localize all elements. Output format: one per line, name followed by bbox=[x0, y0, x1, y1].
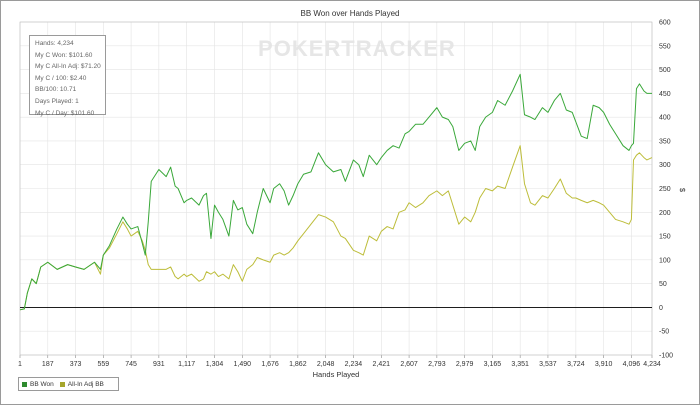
y-tick-label: 550 bbox=[659, 43, 671, 50]
stats-box: Hands: 4,234 My C Won: $101.60 My C All-… bbox=[29, 35, 106, 117]
y-tick-label: 0 bbox=[659, 305, 663, 312]
x-tick-label: 1 bbox=[18, 361, 22, 368]
y-tick-label: 400 bbox=[659, 115, 671, 122]
x-tick-label: 1,676 bbox=[261, 361, 279, 368]
x-tick-label: 4,096 bbox=[623, 361, 641, 368]
legend-item-allin-adj[interactable]: All-In Adj BB bbox=[59, 380, 104, 388]
y-axis-title: $ bbox=[678, 188, 687, 193]
y-tick-label: 600 bbox=[659, 20, 671, 27]
x-tick-label: 1,304 bbox=[206, 361, 224, 368]
stat-bb-100: BB/100: 10.71 bbox=[35, 86, 77, 94]
x-tick-label: 187 bbox=[42, 361, 54, 368]
x-tick-label: 1,862 bbox=[289, 361, 307, 368]
x-tick-label: 3,351 bbox=[511, 361, 529, 368]
x-tick-label: 373 bbox=[70, 361, 82, 368]
watermark-part: P bbox=[258, 36, 274, 61]
y-tick-label: 50 bbox=[659, 281, 667, 288]
y-tick-label: 150 bbox=[659, 234, 671, 241]
legend-swatch bbox=[22, 381, 27, 387]
x-tick-label: 3,724 bbox=[567, 361, 585, 368]
y-tick-label: 350 bbox=[659, 138, 671, 145]
x-tick-label: 3,165 bbox=[484, 361, 502, 368]
x-tick-label: 3,537 bbox=[539, 361, 557, 368]
y-tick-label: 300 bbox=[659, 162, 671, 169]
pokertracker-watermark-logo: POKERTRACKER bbox=[258, 36, 456, 62]
x-tick-label: 3,910 bbox=[595, 361, 613, 368]
stat-won: My C Won: $101.60 bbox=[35, 51, 93, 59]
x-tick-label: 2,048 bbox=[317, 361, 335, 368]
x-tick-label: 2,979 bbox=[456, 361, 474, 368]
stat-per-100: My C / 100: $2.40 bbox=[35, 74, 87, 82]
legend-label: BB Won bbox=[30, 380, 54, 388]
series-line-allin-adj-bb bbox=[19, 145, 653, 311]
watermark-part: O bbox=[273, 36, 292, 61]
stat-per-day: My C / Day: $101.60 bbox=[35, 109, 95, 117]
y-tick-label: 100 bbox=[659, 257, 671, 264]
x-tick-label: 2,793 bbox=[428, 361, 446, 368]
x-tick-label: 931 bbox=[153, 361, 165, 368]
stat-hands: Hands: 4,234 bbox=[35, 40, 74, 47]
legend-item-bb-won[interactable]: BB Won bbox=[22, 381, 54, 388]
y-tick-label: 450 bbox=[659, 91, 671, 98]
y-tick-label: 200 bbox=[659, 210, 671, 217]
chart-legend: BB Won All-In Adj BB bbox=[18, 377, 119, 391]
x-tick-label: 2,234 bbox=[345, 361, 363, 368]
y-tick-label: -50 bbox=[659, 329, 669, 336]
series-line-bb-won bbox=[19, 73, 652, 311]
stat-days-played: Days Played: 1 bbox=[35, 97, 79, 105]
chart-title: BB Won over Hands Played bbox=[300, 9, 400, 18]
x-tick-label: 2,607 bbox=[400, 361, 418, 368]
legend-label: All-In Adj BB bbox=[67, 380, 104, 388]
x-tick-label: 1,490 bbox=[234, 361, 252, 368]
x-tick-label: 559 bbox=[97, 361, 109, 368]
plot-area-border bbox=[19, 21, 653, 356]
y-tick-label: 500 bbox=[659, 67, 671, 74]
y-tick-label: 250 bbox=[659, 186, 671, 193]
watermark-part: KERTRACKER bbox=[291, 36, 456, 61]
x-axis-title: Hands Played bbox=[313, 370, 360, 379]
x-tick-label: 4,234 bbox=[643, 361, 661, 368]
stat-allin-adj: My C All-In Adj: $71.20 bbox=[35, 63, 101, 71]
x-tick-label: 2,421 bbox=[373, 361, 391, 368]
y-tick-label: -100 bbox=[659, 353, 673, 360]
x-tick-label: 745 bbox=[125, 361, 137, 368]
x-tick-label: 1,117 bbox=[178, 361, 195, 368]
legend-swatch bbox=[59, 381, 65, 387]
